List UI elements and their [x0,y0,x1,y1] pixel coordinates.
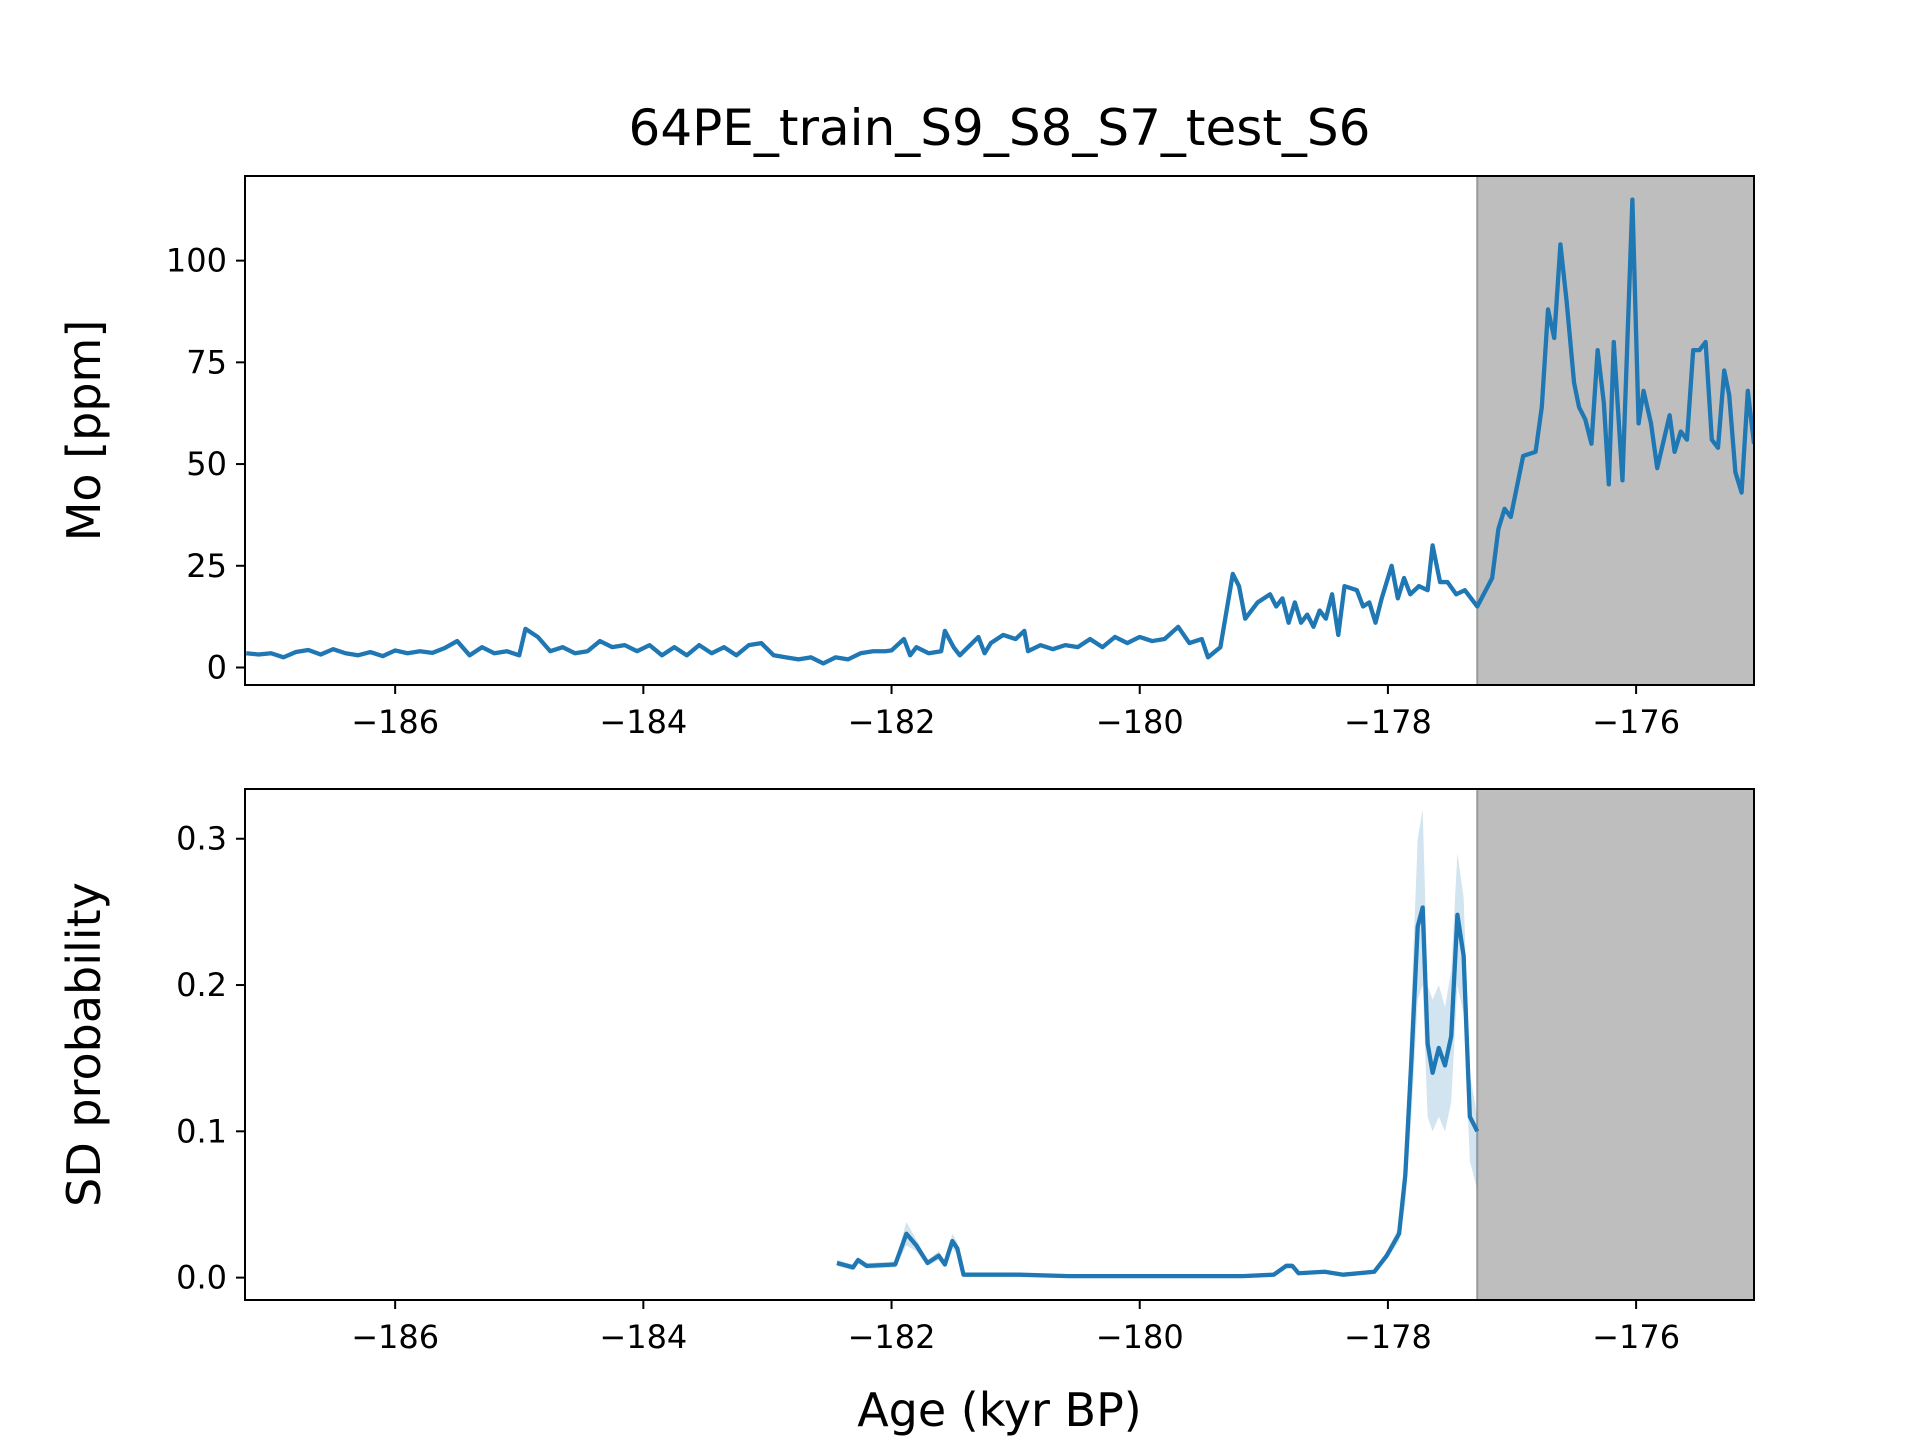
x-tick-label: −182 [848,703,936,741]
x-tick-label: −176 [1592,703,1680,741]
y-tick-label: 0.2 [176,966,227,1004]
x-tick-label: −180 [1096,703,1184,741]
chart-title: 64PE_train_S9_S8_S7_test_S6 [629,99,1371,157]
axes-frame [244,175,1755,686]
x-tick-label: −176 [1592,1318,1680,1356]
y-tick-label: 0.3 [176,820,227,858]
x-tick-label: −186 [351,1318,439,1356]
y-axis-label: SD probability [57,882,111,1207]
data-line [246,197,1754,666]
plot-area [246,176,1754,685]
y-tick-label: 0.0 [176,1259,227,1297]
data-line [836,905,1480,1279]
y-tick-label: 25 [186,547,227,585]
x-tick-label: −184 [599,1318,687,1356]
y-tick-label: 75 [186,343,227,381]
x-axis-label: Age (kyr BP) [857,1383,1142,1437]
plot-area [836,789,1754,1300]
x-tick-label: −184 [599,703,687,741]
y-tick-label: 0 [207,649,227,687]
shaded-region [1477,176,1754,685]
y-tick-label: 100 [166,242,227,280]
shaded-region [1477,789,1754,1300]
x-tick-label: −178 [1344,703,1432,741]
x-tick-label: −180 [1096,1318,1184,1356]
x-tick-label: −182 [848,1318,936,1356]
y-tick-label: 0.1 [176,1112,227,1150]
x-tick-label: −186 [351,703,439,741]
axes-frame [244,788,1755,1301]
x-tick-label: −178 [1344,1318,1432,1356]
y-tick-label: 50 [186,445,227,483]
y-axis-label: Mo [ppm] [57,320,111,542]
